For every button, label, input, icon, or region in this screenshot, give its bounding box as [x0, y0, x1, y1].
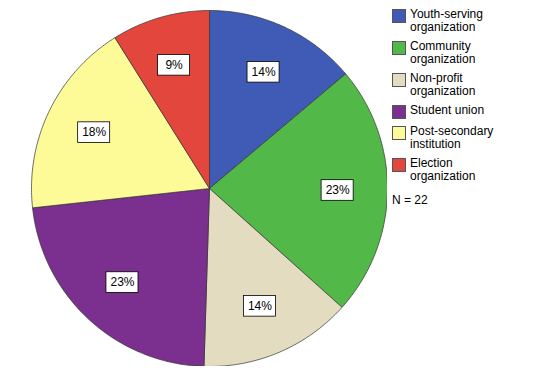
html-text:N = 22: N = 22: [392, 193, 428, 207]
svg-text:9%: 9%: [165, 58, 183, 72]
html-text:Student union: Student union: [410, 103, 485, 117]
svg-text:23%: 23%: [110, 275, 134, 289]
html-text:Youth-serving organization: Youth-serving organization: [410, 7, 483, 34]
svg-text:18%: 18%: [82, 125, 106, 139]
html-text:Post-secondary institution: Post-secondary institution: [410, 124, 494, 151]
svg-text:14%: 14%: [248, 299, 272, 313]
html-text:Non-profit organization: Non-profit organization: [410, 71, 476, 98]
svg-text:23%: 23%: [326, 183, 350, 197]
html-text:Community organization: Community organization: [410, 39, 476, 66]
svg-text:14%: 14%: [252, 65, 276, 79]
html-text:Election organization: Election organization: [410, 156, 476, 183]
